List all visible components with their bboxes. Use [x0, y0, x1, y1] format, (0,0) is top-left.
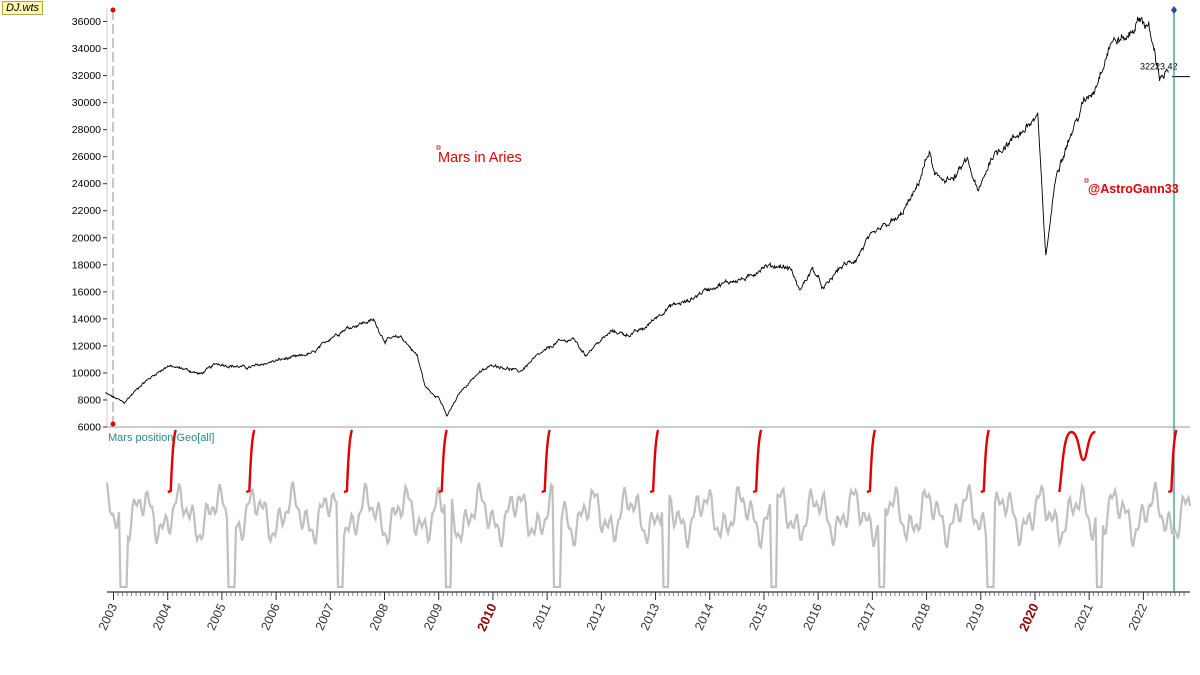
- mars-position-line: [105, 481, 1192, 589]
- mars-in-aries-highlight: [438, 429, 448, 494]
- x-tick-label: 2022: [1126, 601, 1150, 632]
- x-tick-label: 2021: [1071, 601, 1095, 632]
- x-tick-label: 2008: [367, 601, 391, 632]
- start-marker-bottom: [110, 421, 116, 427]
- annotation-anchor: [1084, 178, 1089, 183]
- x-tick-label: 2020: [1016, 601, 1042, 634]
- y-tick-label: 24000: [72, 178, 101, 190]
- x-tick-label: 2006: [258, 601, 282, 632]
- mars-in-aries-highlight: [980, 429, 990, 494]
- y-tick-label: 18000: [72, 259, 101, 271]
- y-tick-label: 16000: [72, 286, 101, 298]
- x-tick-label: 2016: [800, 601, 824, 632]
- annotation-mars-in-aries: Mars in Aries: [438, 150, 522, 166]
- annotation-anchor: [436, 145, 441, 150]
- chart-title-badge[interactable]: DJ.wts: [2, 1, 43, 15]
- mars-in-aries-highlight: [649, 429, 660, 494]
- x-tick-label: 2018: [909, 601, 933, 632]
- y-tick-label: 20000: [72, 232, 101, 244]
- y-tick-label: 28000: [72, 124, 101, 136]
- x-tick-label: 2013: [638, 601, 662, 632]
- mars-in-aries-highlight: [1167, 429, 1178, 494]
- y-tick-label: 26000: [72, 151, 101, 163]
- y-tick-label: 12000: [72, 340, 101, 352]
- cursor-marker: [1171, 6, 1177, 14]
- x-tick-label: 2009: [421, 601, 445, 632]
- y-tick-label: 34000: [72, 43, 101, 55]
- y-tick-label: 14000: [72, 313, 101, 325]
- y-tick-label: 6000: [78, 422, 102, 434]
- x-tick-label: 2004: [150, 601, 174, 632]
- x-tick-label: 2005: [204, 601, 228, 632]
- price-series-line: [105, 16, 1169, 417]
- x-tick-label: 2012: [584, 601, 608, 632]
- y-tick-label: 22000: [72, 205, 101, 217]
- y-tick-label: 30000: [72, 97, 101, 109]
- mars-in-aries-highlight: [541, 429, 551, 494]
- x-tick-label: 2010: [474, 601, 500, 634]
- y-tick-label: 32000: [72, 70, 101, 82]
- mars-in-aries-highlight: [245, 429, 256, 494]
- y-tick-label: 36000: [72, 16, 101, 28]
- x-tick-label: 2015: [746, 601, 770, 632]
- annotation-handle: @AstroGann33: [1088, 182, 1179, 196]
- start-marker-top: [110, 7, 116, 13]
- mars-in-aries-highlight: [343, 429, 354, 494]
- x-tick-label: 2011: [530, 601, 554, 631]
- last-value-label: 32223.42: [1140, 62, 1178, 72]
- x-tick-label: 2019: [963, 601, 987, 632]
- mars-panel-title: Mars position Geo[all]: [108, 432, 214, 444]
- mars-in-aries-highlight: [866, 429, 877, 494]
- x-tick-label: 2003: [96, 601, 120, 632]
- mars-in-aries-highlight: [167, 429, 177, 494]
- x-tick-label: 2014: [692, 601, 716, 632]
- y-tick-label: 8000: [78, 394, 102, 406]
- x-tick-label: 2017: [855, 601, 879, 632]
- y-tick-label: 10000: [72, 367, 101, 379]
- mars-in-aries-highlight: [1058, 430, 1096, 493]
- x-tick-label: 2007: [313, 601, 337, 632]
- mars-in-aries-highlight: [752, 429, 763, 494]
